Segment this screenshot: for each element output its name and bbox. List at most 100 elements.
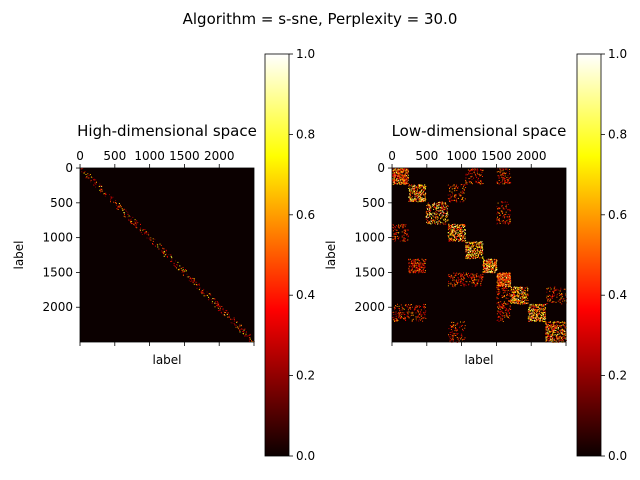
right-heat-cell [452, 324, 454, 326]
left-heat-cell [162, 251, 164, 253]
right-heat-cell [491, 265, 493, 267]
right-heat-cell [501, 275, 503, 277]
right-heat-cell [396, 320, 398, 322]
right-heat-cell [455, 328, 457, 330]
right-heat-cell [475, 168, 477, 170]
right-heat-cell [449, 194, 451, 196]
right-heat-cell [495, 263, 497, 265]
right-heat-cell [506, 312, 508, 314]
right-heat-cell [418, 319, 420, 320]
right-heat-cell [518, 286, 520, 288]
right-heat-cell [476, 243, 478, 245]
right-heat-cell [471, 285, 473, 287]
right-heat-cell [523, 303, 525, 304]
right-heat-cell [517, 293, 519, 295]
right-x-tick-label: 2000 [516, 149, 547, 163]
right-heat-cell [403, 316, 405, 318]
left-heat-cell [217, 302, 219, 304]
right-heat-cell [426, 213, 428, 215]
right-heat-cell [481, 183, 483, 185]
right-heat-cell [392, 175, 394, 177]
right-heat-cell [415, 306, 417, 308]
right-heat-cell [544, 317, 546, 319]
right-heat-cell [506, 273, 508, 275]
right-heat-cell [458, 327, 460, 329]
right-heat-cell [437, 222, 439, 224]
right-heat-cell [424, 312, 426, 314]
right-heat-cell [409, 272, 411, 274]
right-heat-cell [520, 302, 522, 304]
left-heat-cell [202, 292, 204, 294]
right-heat-cell [418, 260, 420, 262]
right-heat-cell [524, 296, 526, 298]
right-heat-cell [476, 281, 478, 283]
right-heat-cell [550, 331, 551, 333]
right-heat-cell [504, 274, 505, 276]
left-heat-cell [209, 293, 211, 295]
right-heat-cell [555, 327, 557, 329]
right-heat-cell [433, 216, 435, 218]
right-heat-cell [545, 327, 547, 329]
right-heat-cell [412, 191, 414, 193]
right-heat-cell [423, 307, 425, 308]
right-heat-cell [425, 198, 427, 200]
right-heat-cell [507, 282, 509, 284]
right-heat-cell [538, 304, 540, 306]
left-heat-cell [171, 260, 173, 262]
right-heat-cell [417, 201, 419, 203]
right-heat-cell [395, 305, 397, 306]
right-heat-cell [443, 209, 445, 211]
left-heat-cell [220, 309, 221, 310]
right-heat-cell [549, 286, 551, 288]
right-heat-cell [502, 207, 504, 209]
right-heat-cell [507, 182, 509, 184]
right-heat-cell [437, 216, 439, 218]
left-heat-cell [101, 188, 103, 190]
right-heat-cell [398, 177, 400, 179]
right-heat-cell [500, 319, 502, 321]
right-heat-cell [480, 183, 481, 185]
right-heat-cell [471, 273, 473, 275]
right-heat-cell [470, 273, 472, 275]
right-heat-cell [395, 236, 397, 237]
right-heat-cell [453, 276, 455, 278]
right-heat-cell [506, 220, 508, 222]
right-heat-cell [454, 197, 456, 199]
right-heat-cell [420, 262, 422, 264]
right-heat-cell [416, 317, 418, 318]
right-heat-cell [537, 306, 539, 308]
right-heat-cell [535, 306, 537, 308]
right-heat-cell [521, 300, 523, 301]
right-heat-cell [558, 340, 560, 342]
right-heat-cell [456, 323, 458, 325]
left-heat-cell [123, 212, 125, 214]
right-heat-cell [410, 200, 412, 202]
right-heat-cell [507, 274, 509, 276]
right-heat-cell [509, 285, 511, 287]
right-heat-cell [501, 210, 503, 212]
right-heat-cell [407, 236, 409, 238]
right-heat-cell [466, 248, 468, 250]
right-heat-cell [472, 282, 474, 284]
right-heat-cell [507, 289, 509, 291]
left-heat-cell [115, 203, 117, 204]
right-heat-cell [546, 303, 548, 305]
left-heat-cell [135, 222, 136, 224]
right-heat-cell [497, 319, 499, 321]
right-heat-cell [473, 169, 475, 171]
right-heat-cell [449, 227, 450, 229]
right-heat-cell [521, 294, 522, 296]
right-heat-cell [534, 320, 536, 322]
right-heat-cell [499, 277, 501, 279]
right-heat-cell [426, 205, 428, 207]
right-heat-cell [397, 180, 399, 182]
right-heat-cell [394, 176, 396, 178]
right-heat-cell [398, 232, 399, 234]
right-heat-cell [470, 251, 472, 253]
right-heat-cell [453, 279, 455, 281]
right-heat-cell [486, 260, 488, 262]
right-heat-cell [465, 243, 467, 245]
right-heat-cell [482, 274, 484, 275]
right-heat-cell [561, 332, 563, 334]
left-heat-cell [198, 284, 200, 286]
